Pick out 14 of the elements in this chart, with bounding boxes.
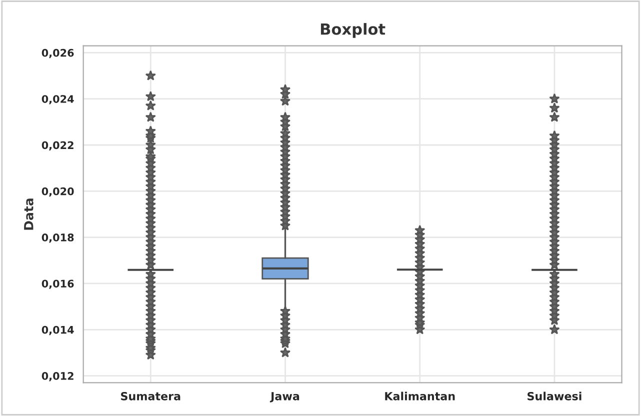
chart-title: Boxplot bbox=[320, 23, 386, 38]
x-tick-label: Jawa bbox=[270, 392, 300, 402]
y-tick-label: 0,016 bbox=[42, 280, 74, 289]
y-tick-label: 0,020 bbox=[42, 187, 74, 197]
x-tick-label: Sumatera bbox=[121, 392, 180, 400]
x-tick-label: Sulawesi bbox=[528, 392, 582, 400]
y-tick-label: 0,018 bbox=[42, 234, 74, 243]
y-tick-label: 0,026 bbox=[42, 48, 74, 58]
y-tick-label: 0,022 bbox=[42, 141, 74, 150]
x-tick-label: Kalimantan bbox=[385, 392, 455, 400]
y-axis-title: Data bbox=[24, 198, 34, 230]
y-tick-label: 0,012 bbox=[42, 372, 74, 382]
y-tick-label: 0,024 bbox=[42, 95, 74, 104]
y-tick-label: 0,014 bbox=[42, 326, 74, 336]
